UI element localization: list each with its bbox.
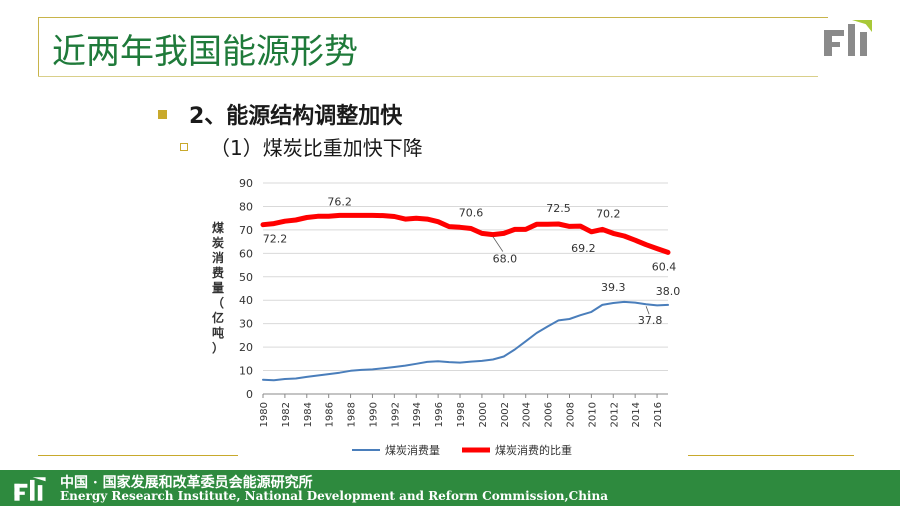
y-tick-label: 90 <box>239 177 253 190</box>
title-frame-left <box>38 17 39 77</box>
x-tick-label: 1996 <box>434 402 445 427</box>
x-tick-label: 2008 <box>565 402 576 427</box>
x-tick-label: 1982 <box>281 402 292 427</box>
footer-divider-left <box>38 455 238 456</box>
y-tick-label: 40 <box>239 294 253 307</box>
x-tick-label: 1998 <box>456 402 467 427</box>
eri-logo-icon <box>824 20 872 56</box>
y-tick-label: 60 <box>239 247 253 260</box>
series-coal-volume-data-label: 39.3 <box>601 281 626 294</box>
bullet-square-icon <box>158 109 167 119</box>
y-tick-label: 20 <box>239 341 253 354</box>
x-tick-label: 2014 <box>631 402 642 427</box>
bullet-level2: （1）煤炭比重加快下降 <box>180 132 423 161</box>
coal-consumption-chart: 0 10 20 30 40 50 60 70 80 90 1980 1982 1984 1986 1988 1… <box>212 177 681 457</box>
x-tick-label: 1984 <box>303 402 314 427</box>
y-tick-label: 50 <box>239 271 253 284</box>
series-coal-share-data-label: 68.0 <box>493 253 518 266</box>
x-tick-label: 2000 <box>478 402 489 427</box>
title-frame-top <box>38 17 828 18</box>
x-tick-label: 1986 <box>325 402 336 427</box>
y-axis-label-char: 消 <box>212 250 224 265</box>
slide-title: 近两年我国能源形势 <box>52 32 358 72</box>
footer-divider-right <box>688 455 854 456</box>
x-tick-label: 2010 <box>587 402 598 427</box>
y-axis-label-char: 炭 <box>212 235 224 250</box>
title-underline <box>38 76 818 77</box>
x-tick-label: 1980 <box>259 402 270 427</box>
footer-logo-icon <box>14 477 46 501</box>
y-axis-label-char: 吨 <box>212 325 224 340</box>
y-axis-label-char: ） <box>212 340 224 355</box>
y-tick-label: 10 <box>239 365 253 378</box>
series-coal-volume-data-label: 38.0 <box>656 285 681 298</box>
bullet-level1-text: 2、能源结构调整加快 <box>189 104 403 129</box>
x-tick-label: 2016 <box>653 402 664 427</box>
y-tick-label: 70 <box>239 224 253 237</box>
bullet-hollow-square-icon <box>180 142 188 151</box>
series-coal-share-data-label: 70.6 <box>459 206 484 219</box>
y-axis-label-char: 亿 <box>212 310 224 325</box>
x-tick-label: 2012 <box>609 402 620 427</box>
series-coal-share-data-label: 70.2 <box>596 207 621 220</box>
series-coal-share-data-label: 60.4 <box>652 260 677 273</box>
series-coal-share-data-label: 72.2 <box>263 233 288 246</box>
y-axis-label-char: 量 <box>212 281 224 295</box>
leader-line <box>645 306 650 315</box>
x-tick-label: 2006 <box>544 402 555 427</box>
x-tick-label: 1992 <box>390 402 401 427</box>
x-tick-label: 2002 <box>500 402 511 427</box>
legend-label-coal-volume: 煤炭消费量 <box>385 443 440 457</box>
bullet-level2-text: （1）煤炭比重加快下降 <box>210 136 423 160</box>
x-tick-label: 1990 <box>368 402 379 427</box>
series-coal-share-data-label: 72.5 <box>546 202 571 215</box>
leader-line <box>492 236 504 252</box>
series-coal-share-line <box>260 212 671 255</box>
y-tick-label: 0 <box>246 388 253 401</box>
series-coal-volume-data-label: 37.8 <box>638 314 663 327</box>
series-coal-volume-line <box>262 300 669 382</box>
bullet-level1: 2、能源结构调整加快 <box>158 98 402 130</box>
x-tick-label: 1988 <box>347 402 358 427</box>
y-tick-label: 80 <box>239 200 253 213</box>
y-axis-label-char: 煤 <box>212 220 224 235</box>
x-tick-label: 1994 <box>412 402 423 427</box>
footer-institute-cn: 中国 · 国家发展和改革委员会能源研究所 <box>60 475 313 491</box>
y-axis-label-char: 费 <box>212 265 224 280</box>
legend-label-coal-share: 煤炭消费的比重 <box>495 443 572 457</box>
footer-institute-en: Energy Research Institute, National Deve… <box>60 489 608 503</box>
footer-bar <box>0 470 900 506</box>
y-tick-label: 30 <box>239 318 253 331</box>
series-coal-share-data-label: 69.2 <box>571 242 596 255</box>
y-axis-label-char: （ <box>212 295 224 310</box>
series-coal-share-data-label: 76.2 <box>327 195 352 208</box>
x-tick-label: 2004 <box>522 402 533 427</box>
